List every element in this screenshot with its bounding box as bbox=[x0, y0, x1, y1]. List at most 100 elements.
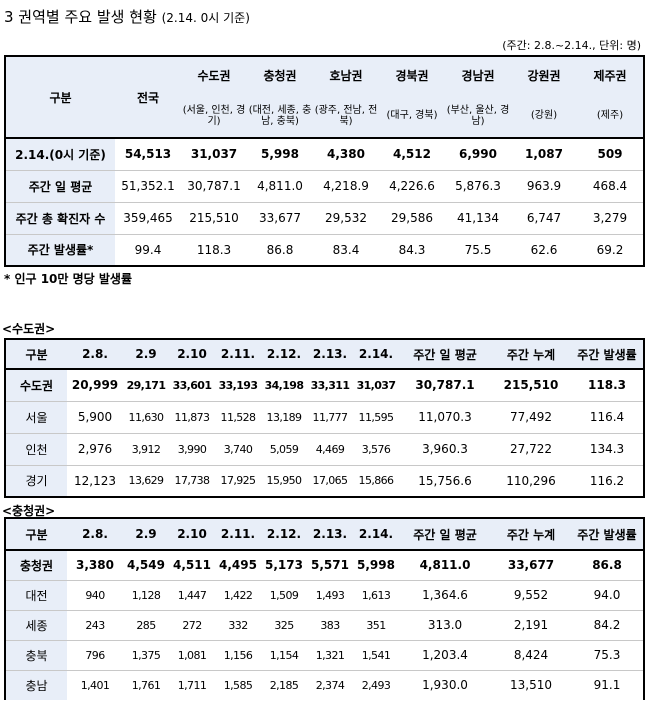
cell: 11,873 bbox=[169, 400, 215, 433]
cell: 468.4 bbox=[577, 169, 644, 202]
cell: 4,469 bbox=[307, 432, 353, 465]
column-header: 주간 일 평균 bbox=[399, 517, 491, 550]
cell: 77,492 bbox=[491, 400, 571, 433]
cell: 1,087 bbox=[511, 137, 577, 170]
cell: 20,999 bbox=[67, 368, 123, 401]
table-row: 주간 발생률* 99.4 118.3 86.8 83.4 84.3 75.5 6… bbox=[5, 233, 644, 266]
row-label: 주간 총 확진자 수 bbox=[5, 201, 115, 234]
cell: 383 bbox=[307, 609, 353, 640]
column-header: 구분 bbox=[5, 338, 67, 369]
column-header: 2.9 bbox=[123, 338, 169, 369]
column-header: 2.13. bbox=[307, 517, 353, 550]
cell: 29,171 bbox=[123, 368, 169, 401]
cell: 963.9 bbox=[511, 169, 577, 202]
title-sub: (2.14. 0시 기준) bbox=[161, 11, 250, 25]
cell: 134.3 bbox=[571, 432, 644, 465]
table-row: 주간 일 평균 51,352.1 30,787.1 4,811.0 4,218.… bbox=[5, 169, 644, 202]
table-row: 주간 총 확진자 수 359,465 215,510 33,677 29,532… bbox=[5, 201, 644, 234]
table-row: 충청권 3,380 4,549 4,511 4,495 5,173 5,571 … bbox=[5, 549, 644, 580]
cell: 99.4 bbox=[115, 233, 181, 266]
row-label: 수도권 bbox=[5, 368, 67, 401]
region-name: 수도권 bbox=[181, 55, 247, 94]
cell: 1,541 bbox=[353, 639, 399, 670]
cell: 11,777 bbox=[307, 400, 353, 433]
cell: 83.4 bbox=[313, 233, 379, 266]
table-row: 인천 2,976 3,912 3,990 3,740 5,059 4,469 3… bbox=[5, 432, 644, 465]
column-header: 2.14. bbox=[353, 338, 399, 369]
cell: 116.4 bbox=[571, 400, 644, 433]
cell: 33,677 bbox=[491, 549, 571, 580]
column-header: 주간 발생률 bbox=[571, 338, 644, 369]
cell: 30,787.1 bbox=[399, 368, 491, 401]
cell: 313.0 bbox=[399, 609, 491, 640]
region-detail: (강원) bbox=[511, 94, 577, 138]
column-header: 주간 누계 bbox=[491, 517, 571, 550]
cell: 1,711 bbox=[169, 669, 215, 700]
cell: 5,876.3 bbox=[445, 169, 511, 202]
column-header: 2.12. bbox=[261, 517, 307, 550]
cell: 17,738 bbox=[169, 464, 215, 497]
cell: 116.2 bbox=[571, 464, 644, 497]
region-detail: (서울, 인천, 경기) bbox=[181, 94, 247, 138]
cell: 8,424 bbox=[491, 639, 571, 670]
regional-detail-row: (서울, 인천, 경기) (대전, 세종, 충남, 충북) (광주, 전남, 전… bbox=[5, 94, 644, 138]
cell: 1,401 bbox=[67, 669, 123, 700]
chungcheong-header-row: 구분 2.8. 2.9 2.10 2.11. 2.12. 2.13. 2.14.… bbox=[5, 517, 644, 550]
cell: 3,990 bbox=[169, 432, 215, 465]
cell: 15,950 bbox=[261, 464, 307, 497]
cell: 11,070.3 bbox=[399, 400, 491, 433]
cell: 3,279 bbox=[577, 201, 644, 234]
cell: 33,311 bbox=[307, 368, 353, 401]
capital-section-label: <수도권> bbox=[2, 322, 56, 336]
cell: 359,465 bbox=[115, 201, 181, 234]
cell: 11,595 bbox=[353, 400, 399, 433]
cell: 2,185 bbox=[261, 669, 307, 700]
cell: 3,912 bbox=[123, 432, 169, 465]
cell: 4,495 bbox=[215, 549, 261, 580]
cell: 272 bbox=[169, 609, 215, 640]
footnote: * 인구 10만 명당 발생률 bbox=[4, 272, 133, 286]
cell: 509 bbox=[577, 137, 644, 170]
cell: 31,037 bbox=[181, 137, 247, 170]
column-header: 2.13. bbox=[307, 338, 353, 369]
cell: 2,976 bbox=[67, 432, 123, 465]
region-name: 제주권 bbox=[577, 55, 644, 94]
cell: 75.3 bbox=[571, 639, 644, 670]
column-header: 2.10 bbox=[169, 338, 215, 369]
table-row: 대전 940 1,128 1,447 1,422 1,509 1,493 1,6… bbox=[5, 579, 644, 610]
capital-table: 구분 2.8. 2.9 2.10 2.11. 2.12. 2.13. 2.14.… bbox=[4, 338, 645, 498]
region-name: 강원권 bbox=[511, 55, 577, 94]
cell: 31,037 bbox=[353, 368, 399, 401]
title-main: 3 권역별 주요 발생 현황 bbox=[4, 8, 157, 26]
column-header: 2.9 bbox=[123, 517, 169, 550]
table-row: 수도권 20,999 29,171 33,601 33,193 34,198 3… bbox=[5, 368, 644, 401]
cell: 4,549 bbox=[123, 549, 169, 580]
cell: 6,990 bbox=[445, 137, 511, 170]
cell: 6,747 bbox=[511, 201, 577, 234]
cell: 69.2 bbox=[577, 233, 644, 266]
cell: 17,925 bbox=[215, 464, 261, 497]
cell: 15,756.6 bbox=[399, 464, 491, 497]
cell: 11,630 bbox=[123, 400, 169, 433]
cell: 1,375 bbox=[123, 639, 169, 670]
cell: 118.3 bbox=[571, 368, 644, 401]
table-row: 충남 1,401 1,761 1,711 1,585 2,185 2,374 2… bbox=[5, 669, 644, 700]
row-label: 주간 일 평균 bbox=[5, 169, 115, 202]
regional-header-row: 구분 전국 수도권 충청권 호남권 경북권 경남권 강원권 제주권 bbox=[5, 55, 644, 138]
cell: 1,128 bbox=[123, 579, 169, 610]
cell: 1,081 bbox=[169, 639, 215, 670]
row-label: 인천 bbox=[5, 432, 67, 465]
cell: 215,510 bbox=[181, 201, 247, 234]
cell: 5,998 bbox=[247, 137, 313, 170]
chungcheong-section-label: <충청권> bbox=[2, 504, 56, 518]
region-name: 경남권 bbox=[445, 55, 511, 94]
cell: 4,811.0 bbox=[247, 169, 313, 202]
cell: 86.8 bbox=[247, 233, 313, 266]
column-header: 2.10 bbox=[169, 517, 215, 550]
cell: 4,226.6 bbox=[379, 169, 445, 202]
cell: 41,134 bbox=[445, 201, 511, 234]
cell: 27,722 bbox=[491, 432, 571, 465]
unit-note: (주간: 2.8.~2.14., 단위: 명) bbox=[502, 39, 641, 52]
cell: 15,866 bbox=[353, 464, 399, 497]
column-header: 2.11. bbox=[215, 517, 261, 550]
